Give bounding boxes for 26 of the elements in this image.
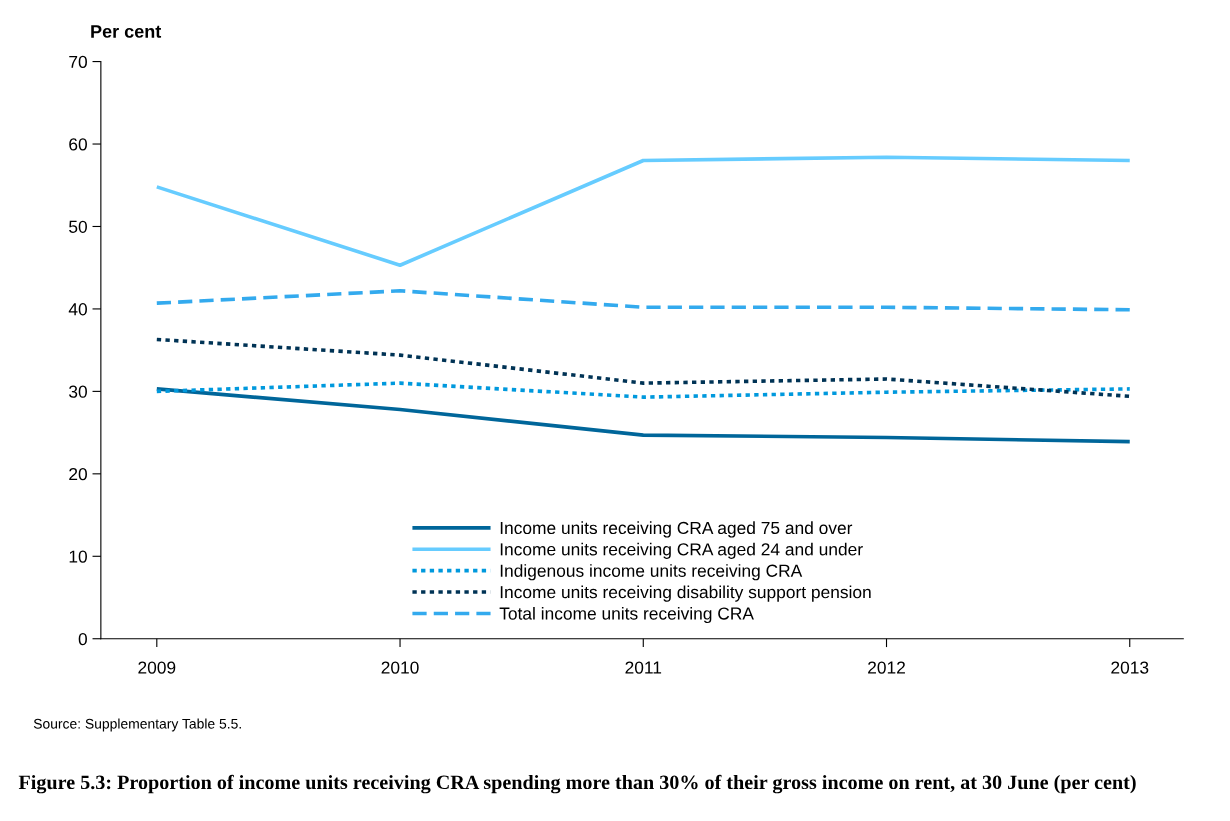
x-tick-label: 2012 <box>868 661 905 674</box>
legend-label: Income units receiving CRA aged 75 and over <box>500 521 853 538</box>
y-tick-label: 0 <box>78 632 87 646</box>
line-series <box>154 337 1132 399</box>
legend-label: Income units receiving CRA aged 24 and under <box>500 542 863 559</box>
x-tick-label: 2010 <box>381 661 419 674</box>
legend-label: Income units receiving disability support pension <box>500 585 871 602</box>
x-tick-label: 2009 <box>138 661 176 674</box>
x-tick-label: 2013 <box>1111 661 1149 674</box>
line-series <box>154 288 1132 312</box>
source-note: Source: Supplementary Table 5.5. <box>33 718 241 732</box>
line-series <box>154 387 1132 444</box>
text: Figure 5.3: Proportion of income units receiving CRA spending more than 30% of their gross income on rent, at 30 June (per cent) <box>18 774 1136 794</box>
line-series <box>154 381 1132 399</box>
y-tick-label: 70 <box>69 55 87 69</box>
y-tick-label: 30 <box>69 385 87 398</box>
legend-label: Total income units receiving CRA <box>499 606 754 624</box>
x-tick-label: 2011 <box>625 661 662 674</box>
y-tick-label: 10 <box>69 550 87 563</box>
y-axis-title: Per cent <box>91 25 162 38</box>
y-tick-label: 50 <box>69 220 87 233</box>
y-tick-label: 20 <box>69 468 87 481</box>
y-tick-label: 60 <box>69 138 87 151</box>
line-series <box>154 155 1132 268</box>
legend-label: Indigenous income units receiving CRA <box>500 564 803 581</box>
y-tick-label: 40 <box>68 303 87 316</box>
